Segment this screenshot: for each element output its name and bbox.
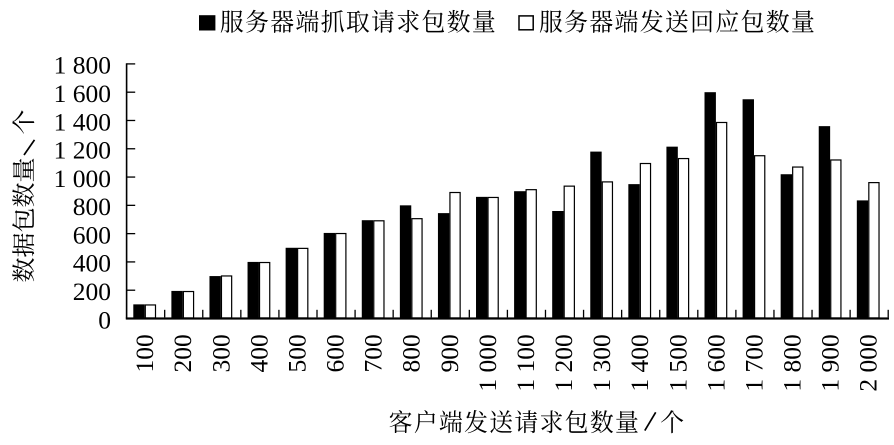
svg-text:800: 800 (73, 192, 111, 221)
svg-text:1 900: 1 900 (816, 334, 845, 391)
svg-text:1 000: 1 000 (473, 334, 502, 391)
svg-text:1 200: 1 200 (54, 136, 111, 165)
svg-text:1 500: 1 500 (663, 334, 692, 391)
svg-text:1 600: 1 600 (54, 79, 111, 108)
svg-text:0: 0 (98, 305, 111, 334)
svg-text:1 700: 1 700 (739, 334, 768, 391)
svg-text:200: 200 (168, 334, 197, 372)
svg-text:1 400: 1 400 (625, 334, 654, 391)
svg-text:1 000: 1 000 (54, 164, 111, 193)
svg-text:700: 700 (359, 334, 388, 372)
svg-text:2 000: 2 000 (854, 334, 883, 391)
svg-text:1 100: 1 100 (511, 334, 540, 391)
svg-text:1 600: 1 600 (701, 334, 730, 391)
svg-text:100: 100 (130, 334, 159, 372)
svg-text:300: 300 (206, 334, 235, 372)
svg-text:400: 400 (244, 334, 273, 372)
svg-text:800: 800 (397, 334, 426, 372)
svg-text:1 400: 1 400 (54, 107, 111, 136)
svg-text:600: 600 (321, 334, 350, 372)
svg-text:200: 200 (73, 277, 111, 306)
svg-text:600: 600 (73, 220, 111, 249)
svg-text:400: 400 (73, 249, 111, 278)
svg-text:1 800: 1 800 (54, 51, 111, 80)
svg-text:500: 500 (282, 334, 311, 372)
svg-text:1 200: 1 200 (549, 334, 578, 391)
svg-text:1 800: 1 800 (778, 334, 807, 391)
svg-text:900: 900 (435, 334, 464, 372)
svg-text:1 300: 1 300 (587, 334, 616, 391)
